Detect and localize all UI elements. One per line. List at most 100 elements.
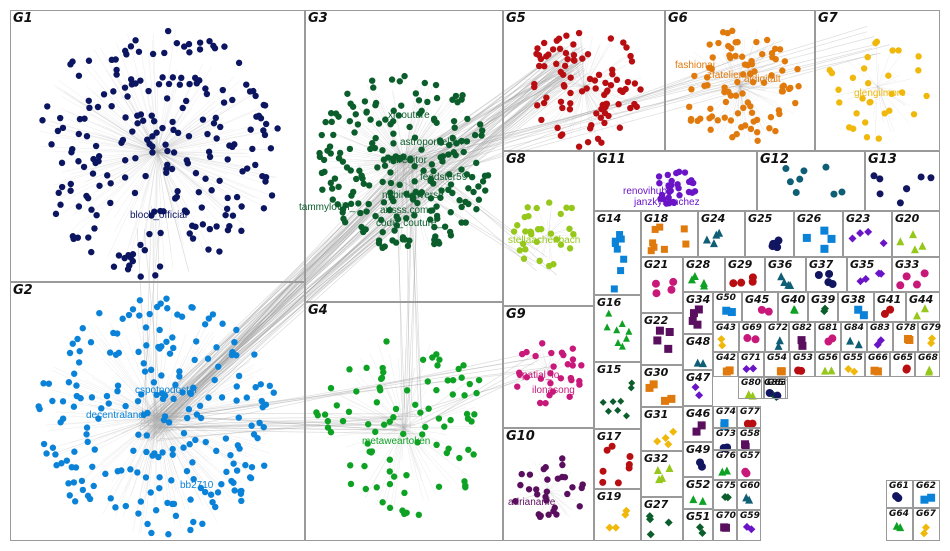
bundle-edge xyxy=(152,47,578,433)
group-panel-g15: G15 xyxy=(594,362,641,429)
node xyxy=(473,205,480,213)
node xyxy=(196,402,204,410)
node xyxy=(414,199,421,207)
group-label: G57 xyxy=(740,451,760,461)
node xyxy=(365,182,373,189)
node xyxy=(599,478,607,486)
node xyxy=(201,488,209,496)
node xyxy=(169,74,177,81)
group-label: G76 xyxy=(716,451,736,461)
node xyxy=(321,168,328,176)
node xyxy=(174,129,182,137)
node xyxy=(380,421,388,428)
group-label: G33 xyxy=(895,258,920,271)
node xyxy=(547,370,554,377)
node xyxy=(689,495,698,504)
node xyxy=(221,43,228,50)
node xyxy=(182,97,190,105)
node xyxy=(353,175,360,183)
node xyxy=(57,201,64,208)
group-label: G20 xyxy=(895,212,920,225)
node xyxy=(821,366,830,375)
node xyxy=(121,47,129,55)
node xyxy=(687,115,695,123)
node-cluster-g21 xyxy=(651,277,678,298)
group-label: G66 xyxy=(868,353,888,363)
node xyxy=(661,433,670,442)
node xyxy=(172,512,180,520)
node xyxy=(674,181,681,188)
node xyxy=(428,161,436,168)
node xyxy=(191,74,199,82)
group-label: G32 xyxy=(644,452,669,465)
node xyxy=(461,392,468,399)
node xyxy=(708,65,715,73)
node xyxy=(212,503,219,511)
node xyxy=(79,486,87,494)
node xyxy=(664,518,673,527)
node xyxy=(106,349,114,356)
node xyxy=(613,326,621,334)
node xyxy=(328,118,335,126)
node xyxy=(121,254,128,262)
node xyxy=(65,480,72,487)
group-label: G14 xyxy=(597,212,622,225)
node xyxy=(557,241,565,248)
node xyxy=(656,223,664,231)
node xyxy=(148,112,155,119)
node xyxy=(368,77,376,84)
bundle-edge xyxy=(163,417,405,428)
node xyxy=(149,143,156,150)
node xyxy=(52,451,59,458)
node xyxy=(367,145,374,153)
group-panel-g35: G35 xyxy=(847,257,892,292)
node xyxy=(266,382,274,390)
node xyxy=(645,512,654,521)
node xyxy=(564,361,572,368)
node xyxy=(329,196,336,203)
node xyxy=(63,457,71,464)
node xyxy=(379,228,386,236)
node xyxy=(335,183,342,191)
node xyxy=(411,134,419,141)
node xyxy=(322,118,329,126)
node xyxy=(213,447,220,455)
node xyxy=(243,165,251,172)
group-label: G13 xyxy=(868,152,897,167)
node xyxy=(431,240,438,248)
node xyxy=(534,45,541,52)
node xyxy=(345,408,353,416)
group-label: G56 xyxy=(818,353,838,363)
node xyxy=(525,212,532,220)
node xyxy=(479,127,486,134)
node xyxy=(390,473,398,480)
node xyxy=(138,391,145,398)
node xyxy=(533,204,540,212)
node xyxy=(902,365,911,374)
node xyxy=(92,159,99,167)
node-cluster-g67 xyxy=(920,523,931,538)
node xyxy=(534,226,542,233)
node-cluster-g83 xyxy=(873,336,885,349)
node xyxy=(452,92,460,100)
node xyxy=(540,39,548,47)
node xyxy=(122,402,129,410)
group-panel-g47: G47 xyxy=(683,370,713,406)
group-label: G3 xyxy=(308,11,328,26)
node xyxy=(712,230,721,239)
node xyxy=(475,376,483,384)
node xyxy=(75,158,82,165)
node xyxy=(434,215,441,222)
node xyxy=(204,130,211,138)
node xyxy=(605,523,614,532)
node xyxy=(233,326,240,334)
group-panel-g44: G44 xyxy=(906,292,940,322)
node xyxy=(559,461,566,469)
node xyxy=(192,169,200,177)
node xyxy=(694,305,703,314)
node xyxy=(787,84,794,92)
group-panel-g65: G65 xyxy=(890,352,915,377)
node xyxy=(433,441,440,449)
node-cluster-g84 xyxy=(846,336,863,349)
node xyxy=(169,334,176,341)
